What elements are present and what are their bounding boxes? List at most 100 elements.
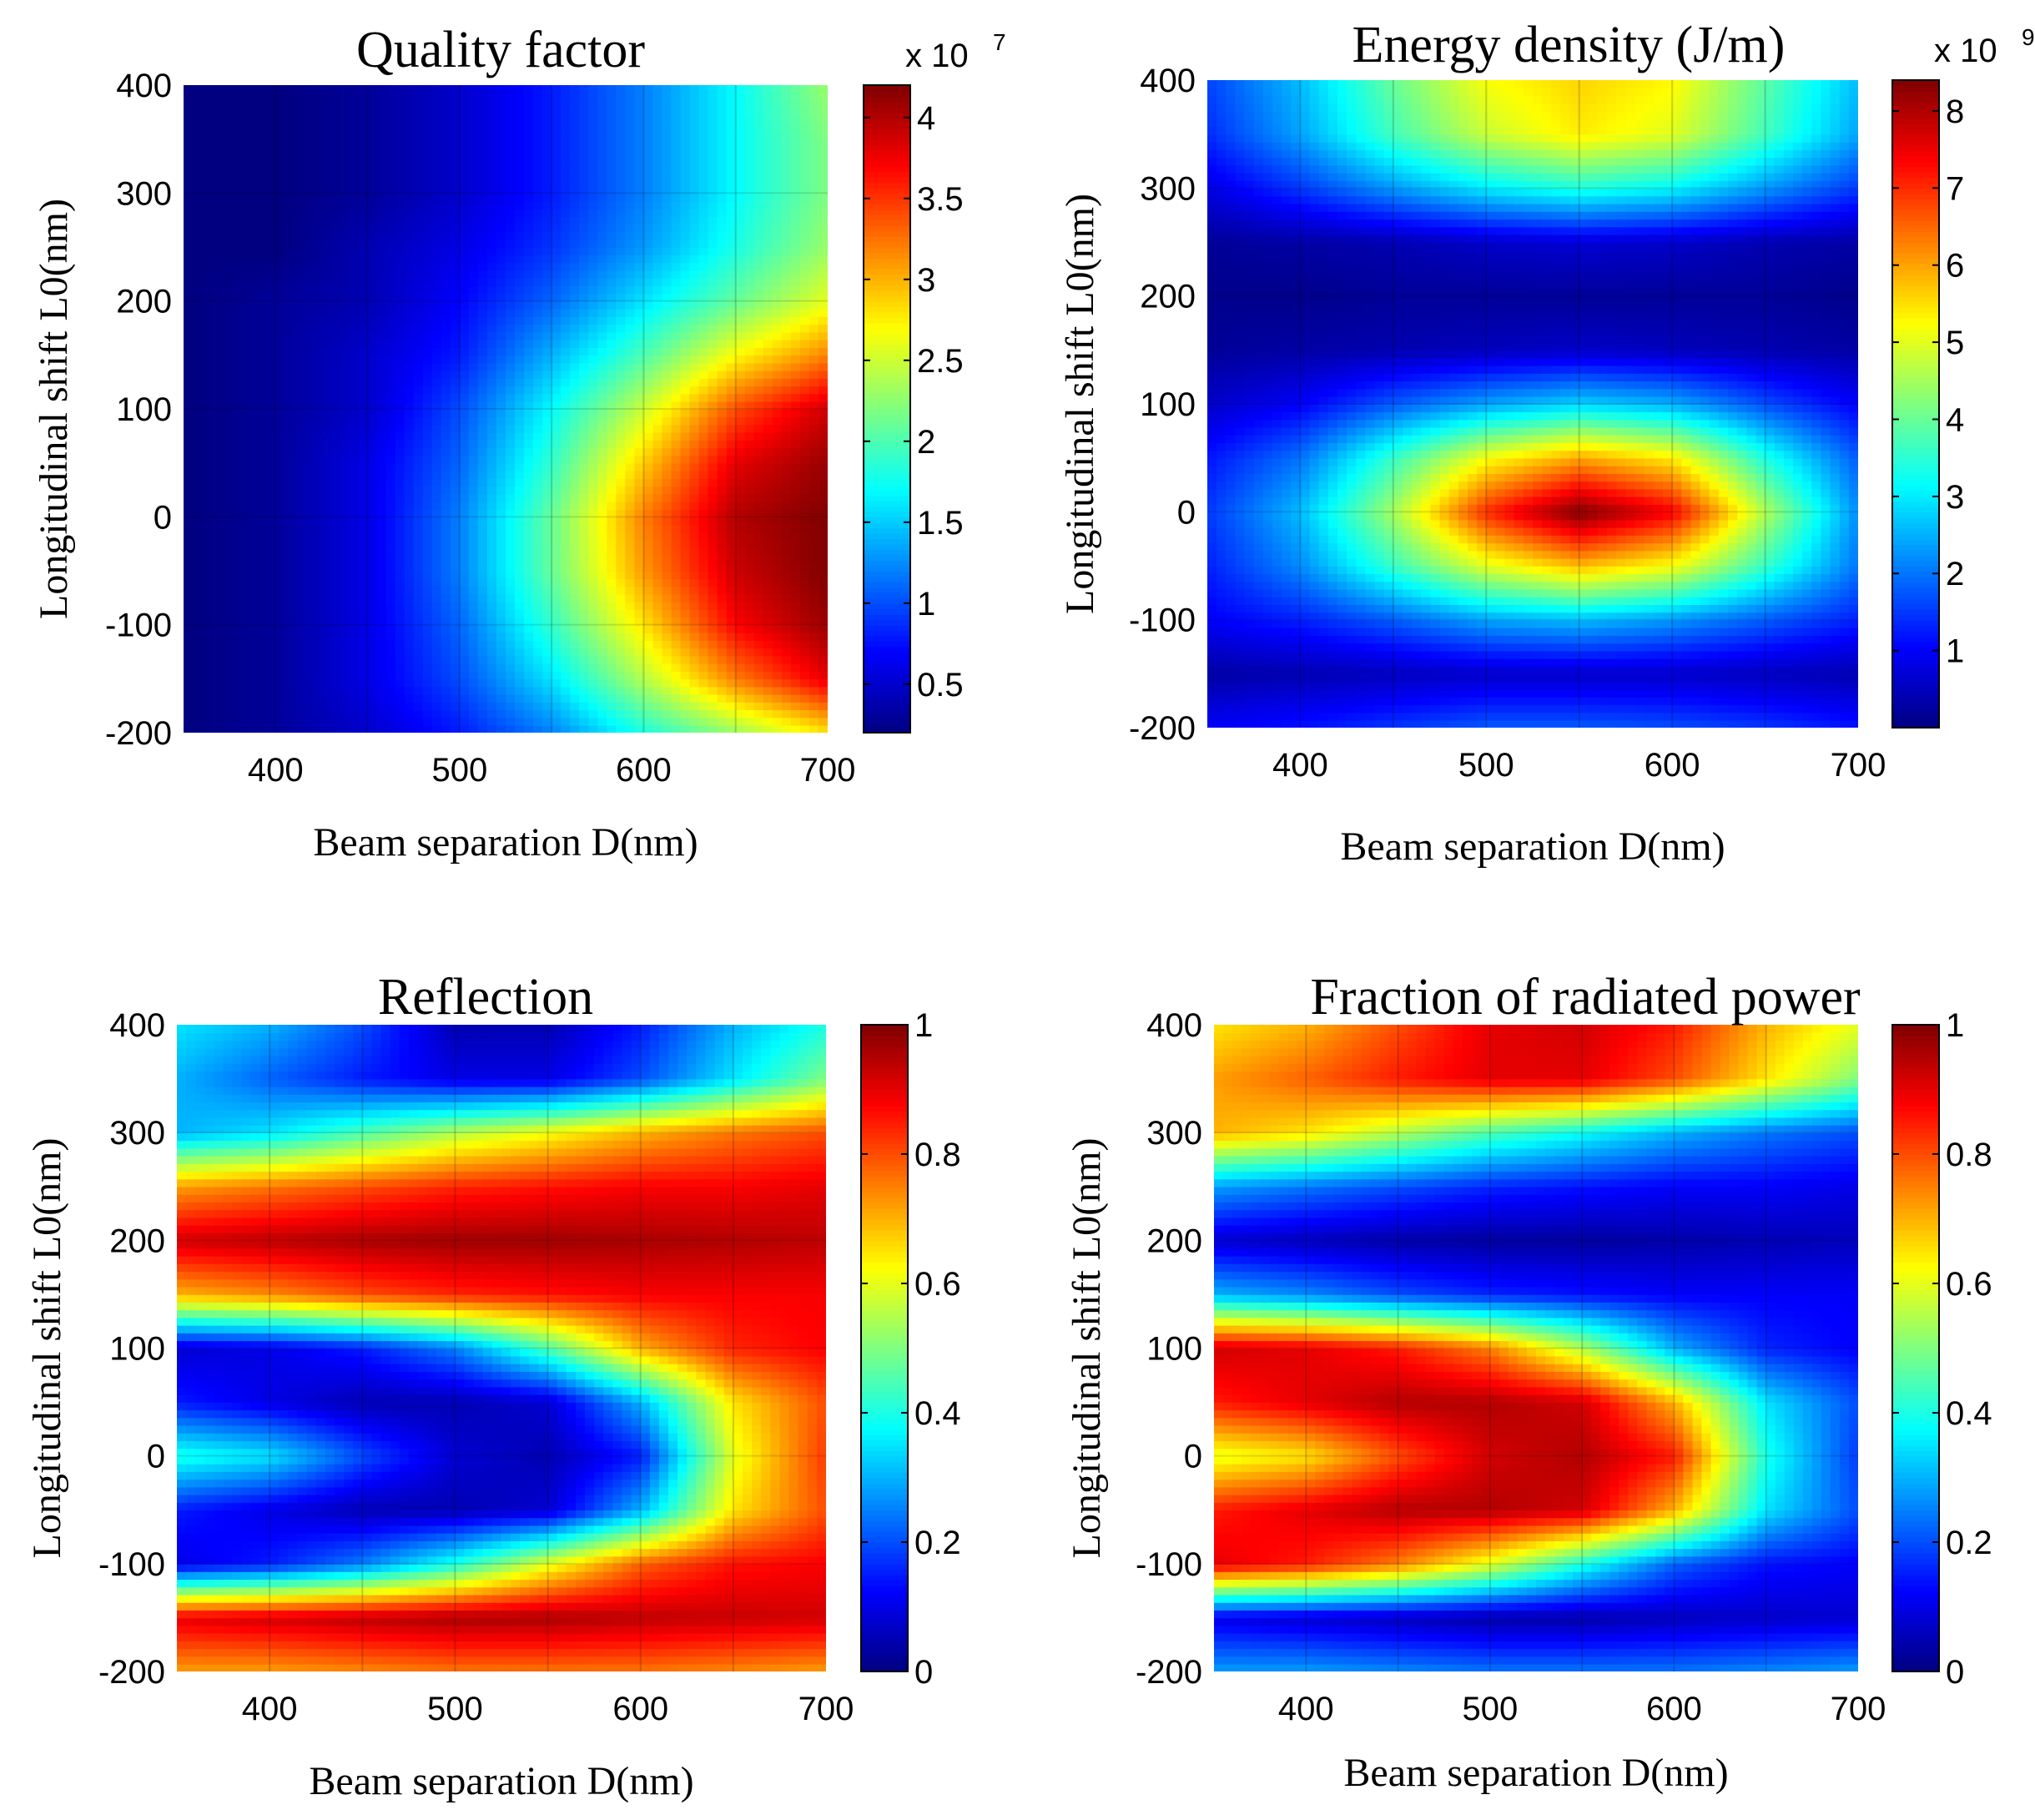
heatmap-cell	[312, 693, 323, 703]
heatmap-cell	[413, 339, 424, 348]
heatmap-cell	[312, 247, 323, 256]
heatmap-cell	[671, 470, 682, 479]
heatmap-cell	[579, 308, 590, 317]
heatmap-cell	[413, 486, 424, 495]
heatmap-cell	[294, 686, 305, 695]
heatmap-cell	[285, 216, 295, 225]
heatmap-cell	[552, 131, 562, 140]
heatmap-cell	[340, 462, 350, 471]
heatmap-cell	[303, 678, 314, 688]
heatmap-cell	[376, 115, 387, 124]
heatmap-cell	[542, 177, 552, 186]
heatmap-cell	[698, 154, 709, 164]
heatmap-cell	[413, 208, 424, 217]
heatmap-cell	[515, 609, 525, 618]
heatmap-cell	[486, 655, 497, 664]
heatmap-cell	[330, 431, 341, 441]
heatmap-cell	[542, 601, 552, 610]
heatmap-cell	[193, 108, 203, 117]
heatmap-cell	[652, 470, 663, 479]
heatmap-cell	[625, 224, 636, 233]
heatmap-cell	[579, 632, 590, 641]
heatmap-cell	[662, 648, 672, 657]
heatmap-cell	[625, 462, 636, 471]
heatmap-cell	[496, 532, 506, 541]
heatmap-cell	[422, 717, 433, 726]
heatmap-cell	[312, 470, 323, 479]
heatmap-cell	[524, 262, 534, 271]
heatmap-cell	[404, 300, 415, 310]
heatmap-cell	[570, 115, 581, 124]
heatmap-cell	[689, 416, 700, 426]
heatmap-cell	[671, 100, 682, 109]
heatmap-cell	[625, 424, 636, 433]
heatmap-cell	[202, 378, 212, 387]
heatmap-cell	[552, 724, 562, 733]
heatmap-cell	[708, 115, 718, 124]
heatmap-cell	[441, 624, 451, 633]
heatmap-cell	[689, 663, 700, 672]
heatmap-cell	[441, 462, 451, 471]
heatmap-cell	[239, 216, 249, 225]
heatmap-cell	[625, 239, 636, 248]
heatmap-cell	[717, 486, 728, 495]
heatmap-cell	[431, 709, 442, 718]
heatmap-cell	[266, 478, 277, 487]
heatmap-cell	[625, 455, 636, 464]
heatmap-cell	[506, 193, 516, 202]
heatmap-cell	[468, 624, 479, 633]
heatmap-cell	[285, 139, 295, 148]
heatmap-cell	[248, 100, 259, 109]
heatmap-cell	[477, 571, 488, 580]
heatmap-cell	[496, 632, 506, 641]
heatmap-cell	[477, 640, 488, 649]
heatmap-cell	[312, 324, 323, 333]
heatmap-cell	[184, 262, 194, 271]
heatmap-cell	[312, 617, 323, 626]
heatmap-cell	[229, 578, 239, 587]
heatmap-cell	[671, 370, 682, 379]
heatmap-cell	[422, 277, 433, 286]
heatmap-cell	[597, 115, 608, 124]
heatmap-cell	[294, 617, 305, 626]
heatmap-cell	[211, 131, 221, 140]
heatmap-cell	[330, 640, 341, 649]
heatmap-cell	[616, 547, 627, 557]
heatmap-cell	[643, 177, 654, 186]
heatmap-cell	[708, 108, 718, 117]
heatmap-cell	[607, 300, 617, 310]
heatmap-cell	[376, 231, 387, 240]
heatmap-cell	[698, 424, 709, 433]
heatmap-cell	[239, 655, 249, 664]
heatmap-cell	[680, 624, 691, 633]
heatmap-cell	[229, 216, 239, 225]
heatmap-cell	[248, 624, 259, 633]
heatmap-cell	[506, 617, 516, 626]
heatmap-cell	[184, 409, 194, 418]
heatmap-cell	[285, 470, 295, 479]
heatmap-cell	[625, 586, 636, 595]
heatmap-cell	[477, 717, 488, 726]
heatmap-cell	[395, 671, 405, 680]
heatmap-cell	[597, 85, 608, 94]
heatmap-cell	[561, 231, 571, 240]
heatmap-cell	[689, 193, 700, 202]
heatmap-cell	[275, 431, 286, 441]
heatmap-cell	[634, 431, 645, 441]
heatmap-cell	[376, 277, 387, 286]
heatmap-cell	[506, 308, 516, 317]
heatmap-cell	[340, 93, 350, 102]
heatmap-cell	[533, 493, 543, 502]
heatmap-cell	[680, 100, 691, 109]
heatmap-cell	[285, 678, 295, 688]
heatmap-cell	[248, 139, 259, 148]
heatmap-cell	[533, 169, 543, 179]
heatmap-cell	[220, 578, 230, 587]
heatmap-cell	[404, 562, 415, 572]
heatmap-cell	[367, 632, 378, 641]
heatmap-cell	[533, 100, 543, 109]
heatmap-cell	[257, 308, 268, 317]
heatmap-cell	[202, 509, 212, 518]
heatmap-cell	[257, 601, 268, 610]
heatmap-cell	[486, 586, 497, 595]
